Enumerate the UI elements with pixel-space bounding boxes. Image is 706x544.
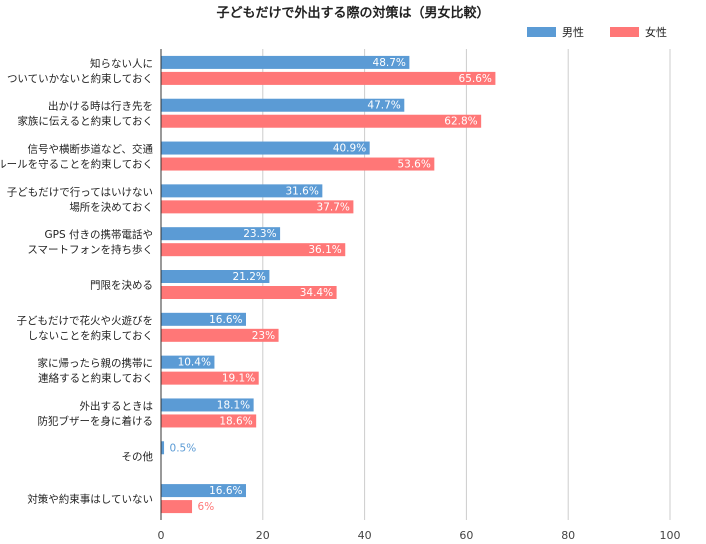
data-label: 21.2% — [233, 271, 266, 283]
category-label: 知らない人に — [90, 57, 153, 70]
category-label: その他 — [122, 450, 154, 463]
bar — [161, 114, 482, 128]
data-label: 6% — [198, 501, 215, 513]
bar — [161, 71, 496, 85]
data-label: 0.5% — [170, 442, 197, 454]
data-label: 23% — [252, 330, 275, 342]
data-label: 53.6% — [397, 159, 430, 171]
category-label: 防犯ブザーを身に着ける — [38, 414, 154, 427]
data-label: 31.6% — [285, 185, 318, 197]
category-label: しないことを約束しておく — [28, 329, 153, 342]
data-label: 10.4% — [178, 357, 211, 369]
legend: 男性 女性 — [527, 25, 667, 39]
category-label: 子どもだけで花火や火遊びを — [17, 314, 154, 327]
x-tick-label: 60 — [459, 529, 473, 542]
bar — [161, 200, 354, 214]
data-label: 36.1% — [308, 244, 341, 256]
bar — [161, 484, 246, 498]
data-label: 62.8% — [444, 116, 477, 128]
category-label: 場所を決めておく — [69, 200, 153, 213]
bar — [161, 398, 254, 412]
category-label: 家族に伝えると約束しておく — [17, 115, 153, 128]
category-label: ルールを守ることを約束しておく — [0, 158, 153, 171]
category-label: 対策や約束事はしていない — [27, 493, 153, 506]
x-tick-label: 100 — [660, 529, 681, 542]
category-label: スマートフォンを持ち歩く — [27, 243, 153, 256]
bar — [161, 243, 346, 257]
bar — [161, 355, 215, 369]
category-label: 連絡すると約束しておく — [38, 372, 153, 385]
bar — [161, 371, 259, 385]
category-label: 子どもだけで行ってはいけない — [7, 185, 153, 198]
data-label: 18.1% — [217, 399, 250, 411]
bar — [161, 98, 405, 112]
bar — [161, 55, 410, 69]
data-label: 65.6% — [459, 73, 492, 85]
legend-swatch — [610, 27, 639, 37]
category-label: ついていかないと約束しておく — [7, 72, 153, 85]
data-label: 34.4% — [300, 287, 333, 299]
category-labels: 知らない人についていかないと約束しておく出かける時は行き先を家族に伝えると約束し… — [0, 57, 153, 506]
bar — [161, 184, 323, 198]
legend-label: 女性 — [645, 25, 667, 39]
data-label: 37.7% — [317, 201, 350, 213]
data-label: 18.6% — [219, 415, 252, 427]
x-tick-label: 80 — [561, 529, 575, 542]
legend-label: 男性 — [562, 25, 584, 39]
x-tick-label: 0 — [158, 529, 165, 542]
bars: 48.7% 65.6% 47.7% 62.8% 40.9% 53.6% 31.6% 37.7%… — [161, 55, 496, 514]
category-label: 門限を決める — [90, 280, 153, 292]
x-tick-label: 20 — [256, 529, 270, 542]
bar — [161, 157, 435, 171]
bar — [161, 141, 370, 155]
data-label: 16.6% — [209, 485, 242, 497]
bar — [161, 414, 257, 428]
bar — [161, 441, 165, 455]
bar — [161, 227, 281, 241]
bar — [161, 286, 337, 299]
category-label: 出かける時は行き先を — [48, 100, 153, 113]
category-label: GPS 付きの携帯電話や — [45, 228, 153, 241]
bar — [161, 312, 246, 326]
data-label: 47.7% — [367, 100, 400, 112]
data-label: 16.6% — [209, 314, 242, 326]
data-label: 19.1% — [222, 373, 255, 385]
category-label: 外出するときは — [80, 399, 154, 412]
x-axis: 0 20 40 60 80 100 — [158, 529, 681, 542]
chart-title: 子どもだけで外出する際の対策は（男女比較） — [216, 5, 489, 21]
legend-swatch — [527, 27, 556, 37]
x-tick-label: 40 — [358, 529, 372, 542]
data-label: 40.9% — [333, 143, 366, 155]
bar — [161, 270, 270, 283]
data-label: 48.7% — [373, 57, 406, 69]
category-label: 信号や横断歩道など、交通 — [28, 143, 154, 156]
bar — [161, 500, 193, 514]
bar — [161, 328, 279, 342]
data-label: 23.3% — [243, 228, 276, 240]
category-label: 家に帰ったら親の携帯に — [38, 357, 154, 370]
